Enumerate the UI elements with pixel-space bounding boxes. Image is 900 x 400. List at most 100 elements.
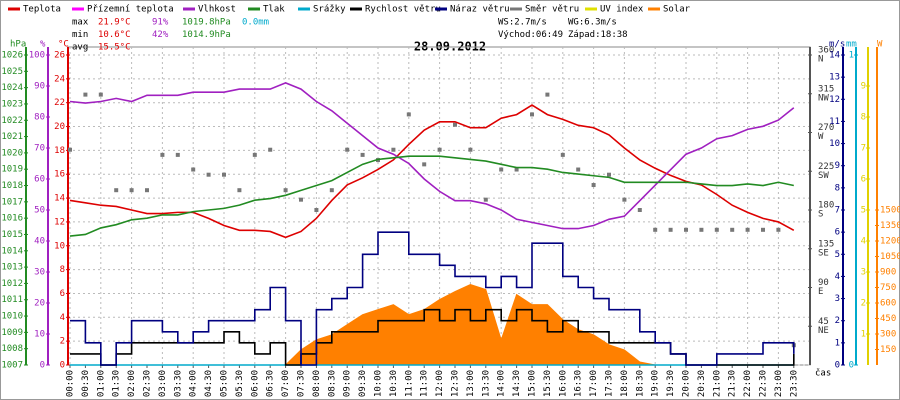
x-tick-label: 15:00 [528,370,538,397]
y-tick-label: 22 [54,98,65,108]
y-tick-label: 1008 [1,344,23,354]
stat-text: avg [72,43,88,53]
direction-marker [560,152,565,157]
y-tick-label: 1016 [1,214,23,224]
direction-marker [483,197,488,202]
direction-marker [283,188,288,193]
y-tick-label: 50 [34,206,45,216]
y-tick-label: 1012 [1,279,23,289]
direction-marker [699,227,704,232]
x-tick-label: 23:30 [789,370,799,397]
y-tick-label: 13 [829,73,840,83]
x-tick-label: 09:30 [358,370,368,397]
y-tick-label: E [818,287,823,297]
x-tick-label: 22:30 [759,370,769,397]
y-tick-label: 2 [835,316,840,326]
direction-marker [637,208,642,212]
y-tick-label: 14 [829,51,840,61]
y-tick-label: 1022 [1,116,23,126]
y-tick-label: S [818,210,823,220]
direction-marker [453,122,457,127]
x-tick-label: 04:00 [189,370,199,397]
axis-title: % [40,40,46,50]
y-tick-label: 0 [835,361,840,371]
direction-marker [299,197,303,202]
y-tick-label: 315 [818,84,834,94]
x-tick-label: 17:30 [605,370,615,397]
stat-text: 10.6°C [98,30,131,40]
y-tick-label: 10 [34,330,45,340]
y-tick-label: 8 [861,113,866,123]
x-tick-label: 03:00 [158,370,168,397]
direction-marker [530,112,534,117]
legend-label: Solar [663,5,691,15]
y-tick-label: 1200 [880,237,900,247]
axis-title: hPa [10,40,26,50]
x-tick-label: 05:00 [220,370,230,397]
x-axis-label: čas [815,368,831,379]
x-tick-label: 08:30 [327,370,337,397]
y-tick-label: 900 [880,268,896,278]
stat-text: min [72,30,88,40]
y-tick-label: 4 [835,272,840,282]
x-tick-label: 12:30 [451,370,461,397]
y-tick-label: 0 [849,361,854,371]
x-tick-label: 11:00 [404,370,414,397]
direction-marker [514,167,519,172]
stat-text: max [72,18,89,28]
y-tick-label: SW [818,171,829,181]
series-line [69,155,794,237]
x-tick-label: 05:30 [235,370,245,397]
x-tick-label: 22:00 [743,370,753,397]
x-tick-label: 00:00 [66,370,76,397]
stat-text: 0.0mm [242,18,269,28]
y-tick-label: 1020 [1,148,23,158]
y-tick-label: 90 [34,82,45,92]
stat-text: 15.5°C [98,43,131,53]
x-tick-label: 06:00 [250,370,260,397]
y-tick-label: 30 [34,268,45,278]
y-tick-label: 40 [34,237,45,247]
direction-marker [68,147,72,152]
wind-info: WG:6.3m/s [568,18,617,28]
y-tick-label: 1 [835,338,840,348]
y-tick-label: 1025 [1,67,23,77]
direction-marker [468,147,473,152]
y-tick-label: 4 [861,237,866,247]
x-tick-label: 19:00 [651,370,661,397]
direction-marker [252,152,257,157]
x-tick-label: 23:00 [774,370,784,397]
y-tick-label: 20 [54,122,65,132]
y-tick-label: 1500 [880,206,900,216]
y-tick-label: 6 [861,175,866,185]
y-tick-label: 3 [835,294,840,304]
y-tick-label: 1007 [1,361,23,371]
direction-marker [622,197,627,202]
y-tick-label: 1023 [1,99,23,109]
direction-marker [730,227,735,232]
x-tick-label: 16:00 [558,370,568,397]
y-tick-label: 7 [861,144,866,154]
legend-label: Rychlost větru [365,5,441,15]
y-tick-label: 90 [818,278,829,288]
direction-marker [776,227,781,232]
y-tick-label: 7 [835,206,840,216]
y-tick-label: 1024 [1,83,23,93]
y-tick-label: 12 [54,217,65,227]
y-tick-label: 26 [54,51,65,61]
y-tick-label: 100 [29,51,45,61]
y-tick-label: 225 [818,162,834,172]
legend-label: Vlhkost [198,5,236,15]
x-tick-label: 11:30 [420,370,430,397]
y-tick-label: 2 [861,299,866,309]
wind-info: WS:2.7m/s [498,18,547,28]
y-tick-label: 24 [54,74,65,84]
y-tick-label: 1015 [1,230,23,240]
x-tick-label: 10:30 [389,370,399,397]
direction-marker [499,167,504,172]
x-tick-label: 07:30 [297,370,307,397]
y-tick-label: 6 [60,289,65,299]
y-tick-label: 1011 [1,295,23,305]
y-tick-label: 1009 [1,328,23,338]
y-tick-label: 0 [60,361,65,371]
